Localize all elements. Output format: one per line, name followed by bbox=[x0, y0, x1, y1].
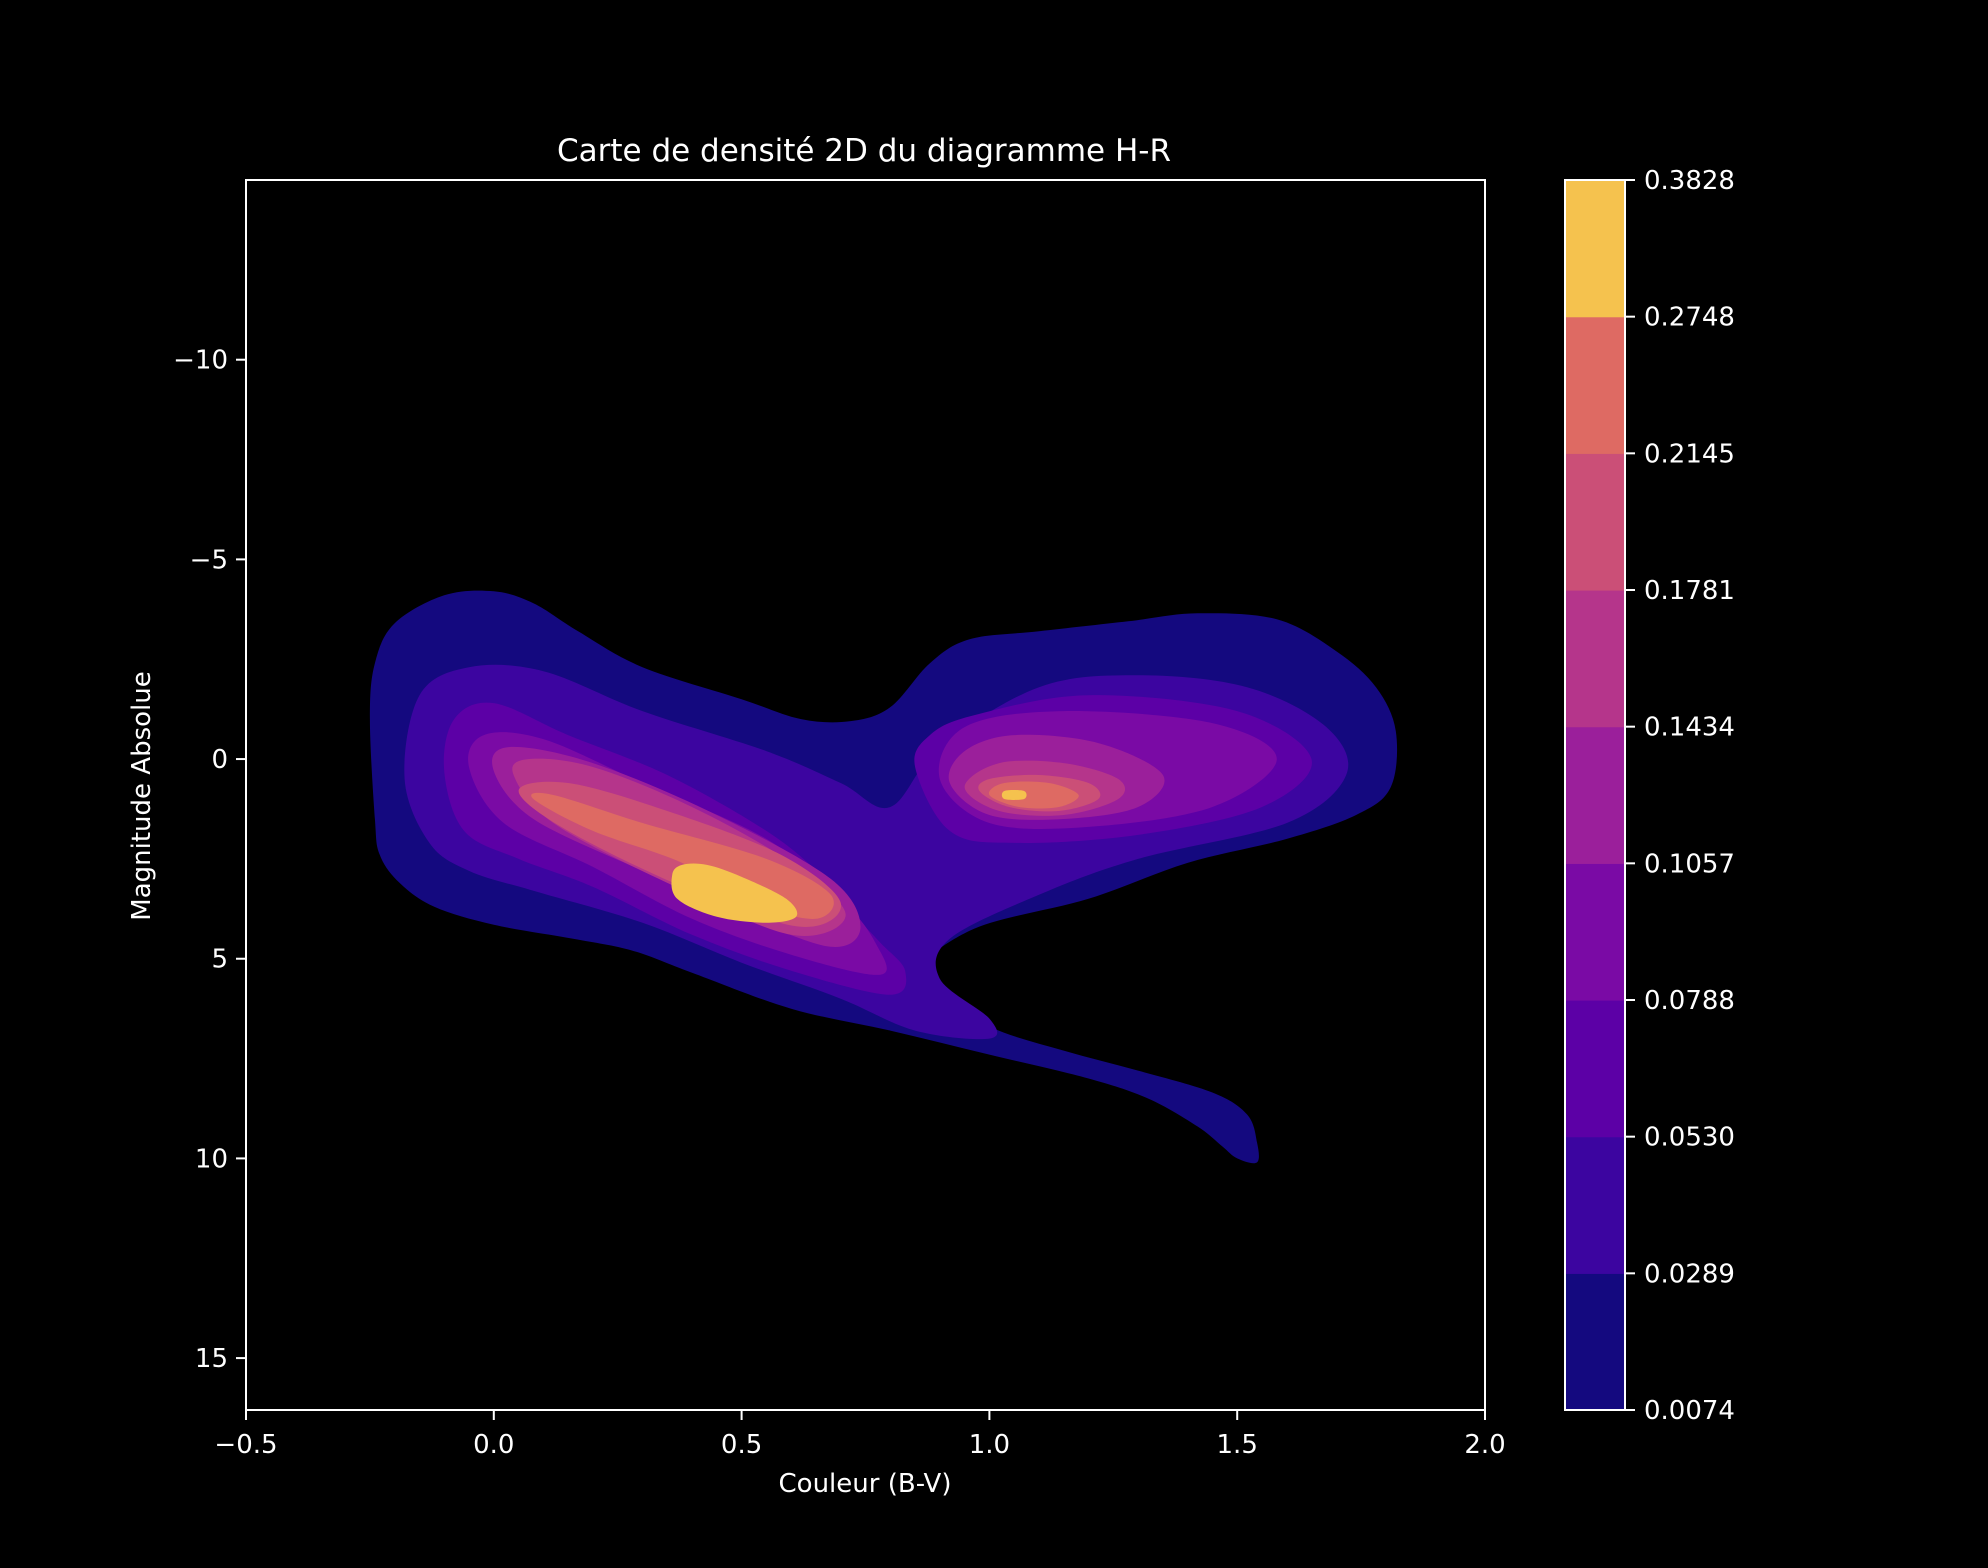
colorbar-band-1 bbox=[1565, 1136, 1625, 1274]
y-axis-label: Magnitude Absolue bbox=[127, 671, 157, 920]
colorbar-tick-label-7: 0.2145 bbox=[1644, 439, 1735, 469]
y-axis: −10 −5 0 5 10 15 bbox=[173, 346, 246, 1374]
colorbar-tick-label-8: 0.2748 bbox=[1644, 303, 1735, 333]
x-tick-label-0: −0.5 bbox=[214, 1430, 277, 1460]
colorbar-band-8 bbox=[1565, 180, 1625, 318]
x-tick-label-5: 2.0 bbox=[1464, 1430, 1505, 1460]
colorbar-band-5 bbox=[1565, 590, 1625, 728]
colorbar-frame bbox=[1564, 179, 1626, 1411]
y-tick-label-5: 15 bbox=[195, 1344, 228, 1374]
colorbar-band-7 bbox=[1565, 316, 1625, 454]
colorbar-tick-label-1: 0.0289 bbox=[1644, 1259, 1735, 1289]
density-contour-level-8-region-1 bbox=[1001, 790, 1027, 800]
y-tick-label-0: −10 bbox=[173, 346, 228, 376]
colorbar: 0.0074 0.0289 0.0530 0.0788 0.1057 0.1434 0.17… bbox=[1564, 166, 1735, 1426]
plot-frame bbox=[245, 179, 1486, 1411]
x-axis: −0.5 0.0 0.5 1.0 1.5 2.0 bbox=[214, 1410, 1506, 1460]
colorbar-band-2 bbox=[1565, 1000, 1625, 1138]
y-tick-label-3: 5 bbox=[211, 945, 228, 975]
x-tick-label-2: 0.5 bbox=[721, 1430, 762, 1460]
density-contours bbox=[369, 590, 1398, 1164]
colorbar-band-4 bbox=[1565, 726, 1625, 864]
colorbar-tick-label-6: 0.1781 bbox=[1644, 576, 1735, 606]
density-contour-level-8-region-0 bbox=[671, 863, 798, 923]
density-contour-level-7-region-1 bbox=[988, 781, 1079, 809]
x-axis-label: Couleur (B-V) bbox=[779, 1469, 952, 1499]
colorbar-band-6 bbox=[1565, 453, 1625, 591]
colorbar-tick-label-3: 0.0788 bbox=[1644, 986, 1735, 1016]
colorbar-band-0 bbox=[1565, 1273, 1625, 1411]
colorbar-tick-label-2: 0.0530 bbox=[1644, 1123, 1735, 1153]
chart-title: Carte de densité 2D du diagramme H-R bbox=[557, 133, 1171, 169]
x-tick-label-3: 1.0 bbox=[969, 1430, 1010, 1460]
x-tick-label-4: 1.5 bbox=[1217, 1430, 1258, 1460]
colorbar-tick-label-0: 0.0074 bbox=[1644, 1396, 1735, 1426]
colorbar-tick-label-4: 0.1057 bbox=[1644, 849, 1735, 879]
colorbar-tick-label-5: 0.1434 bbox=[1644, 713, 1735, 743]
x-tick-label-1: 0.0 bbox=[473, 1430, 514, 1460]
colorbar-band-3 bbox=[1565, 863, 1625, 1001]
y-tick-label-1: −5 bbox=[190, 545, 228, 575]
y-tick-label-4: 10 bbox=[195, 1144, 228, 1174]
y-tick-label-2: 0 bbox=[211, 745, 228, 775]
colorbar-tick-label-9: 0.3828 bbox=[1644, 166, 1735, 196]
